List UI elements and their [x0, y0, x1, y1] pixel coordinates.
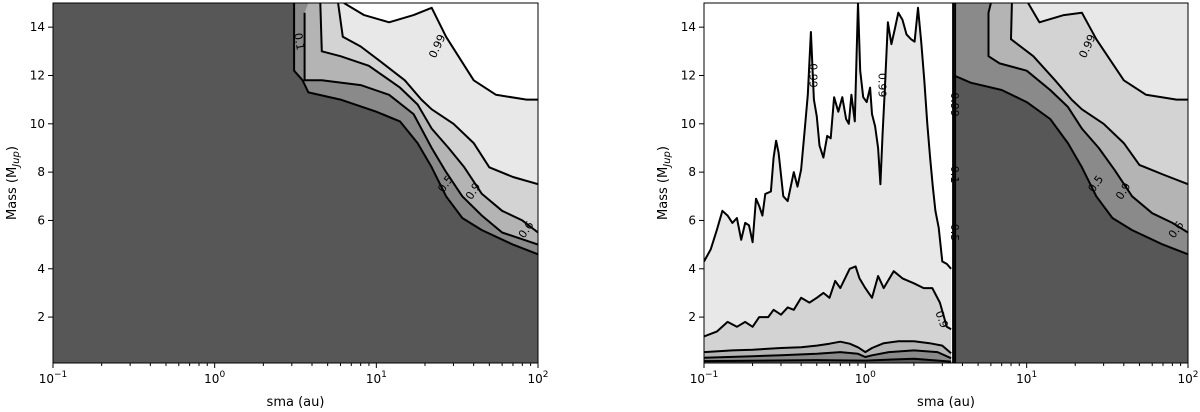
contour-line-5 [343, 3, 538, 101]
filled-band-5 [53, 3, 538, 363]
y-tick-label-3: 6 [688, 213, 696, 227]
filled-band-9 [1028, 3, 1188, 100]
x-tick-label-2: 100 [204, 370, 225, 386]
contour-lines [704, 3, 1188, 363]
contour-line-3 [319, 3, 538, 234]
contour-line-2 [704, 265, 952, 338]
y-tick-label-7: 14 [681, 20, 696, 34]
contour-label-6: 0.9 [932, 309, 950, 330]
contour-lines [293, 3, 538, 256]
contour-line-4 [704, 349, 952, 360]
contour-label-1: 0.99 [806, 63, 819, 88]
y-tick-label-1: 2 [37, 310, 45, 324]
contour-line-5 [704, 357, 952, 363]
contour-line-10 [1010, 3, 1188, 186]
contour-label-2: 0.99 [875, 73, 888, 98]
x-tick-label-4: 102 [527, 370, 548, 386]
x-tick-label-3: 101 [1016, 370, 1037, 386]
filled-band-10 [954, 75, 1188, 363]
x-axis-label: sma (au) [917, 395, 975, 410]
filled-band-7 [988, 3, 1188, 233]
contour-line-1 [704, 3, 952, 270]
contour-line-11 [1027, 3, 1188, 101]
x-tick-label-4: 102 [1177, 370, 1198, 386]
contour-line-8 [953, 74, 1188, 256]
panel-2: 0.99 0.990.990.10.50.90.990.5 0.90.610−1 10… [656, 2, 1199, 410]
filled-bands [53, 3, 538, 363]
x-tick-label-3: 101 [366, 370, 387, 386]
y-tick-label-2: 4 [37, 262, 45, 276]
contour-label-1: 0.1 [291, 32, 307, 51]
y-tick-label-3: 6 [37, 213, 45, 227]
y-tick-label-2: 4 [688, 262, 696, 276]
y-tick-label-1: 2 [688, 310, 696, 324]
y-tick-label-6: 12 [30, 68, 45, 82]
y-axis-label: Mass (MJup) [656, 146, 673, 220]
axes-frame [52, 2, 539, 364]
filled-band-2 [704, 266, 952, 363]
filled-bands [704, 3, 1188, 363]
contour-line-9 [987, 3, 1188, 234]
x-tick-label-1: 10−1 [690, 370, 719, 386]
y-tick-label-4: 8 [688, 165, 696, 179]
filled-band-1 [704, 3, 952, 363]
contour-label-5: 0.5 [948, 224, 961, 242]
contour-label-3: 0.99 [948, 92, 961, 117]
x-tick-label-2: 100 [855, 370, 876, 386]
axes-frame [703, 2, 1189, 364]
contour-line-1 [293, 3, 538, 256]
contour-line-2 [303, 12, 538, 246]
y-tick-label-5: 10 [30, 117, 45, 131]
panel-1: 0.1 0.990.5 0.90.610−1 100 101 1022468101214s… [5, 2, 549, 410]
y-tick-label-7: 14 [30, 20, 45, 34]
y-tick-label-4: 8 [37, 165, 45, 179]
y-axis-label: Mass (MJup) [5, 146, 22, 220]
contour-line-4 [337, 3, 538, 186]
contour-label-4: 0.1 [948, 166, 961, 184]
y-tick-label-6: 12 [681, 68, 696, 82]
x-axis-label: sma (au) [267, 395, 325, 410]
filled-band-8 [1011, 3, 1188, 185]
x-tick-label-1: 10−1 [39, 370, 68, 386]
y-tick-label-5: 10 [681, 117, 696, 131]
contour-line-3 [704, 340, 952, 355]
